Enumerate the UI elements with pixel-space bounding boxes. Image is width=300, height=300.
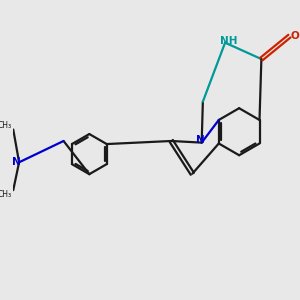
Text: CH₃: CH₃: [0, 121, 12, 130]
Text: CH₃: CH₃: [0, 190, 12, 199]
Text: N: N: [196, 135, 205, 145]
Text: O: O: [290, 31, 299, 41]
Text: N: N: [12, 157, 21, 167]
Text: NH: NH: [220, 36, 237, 46]
